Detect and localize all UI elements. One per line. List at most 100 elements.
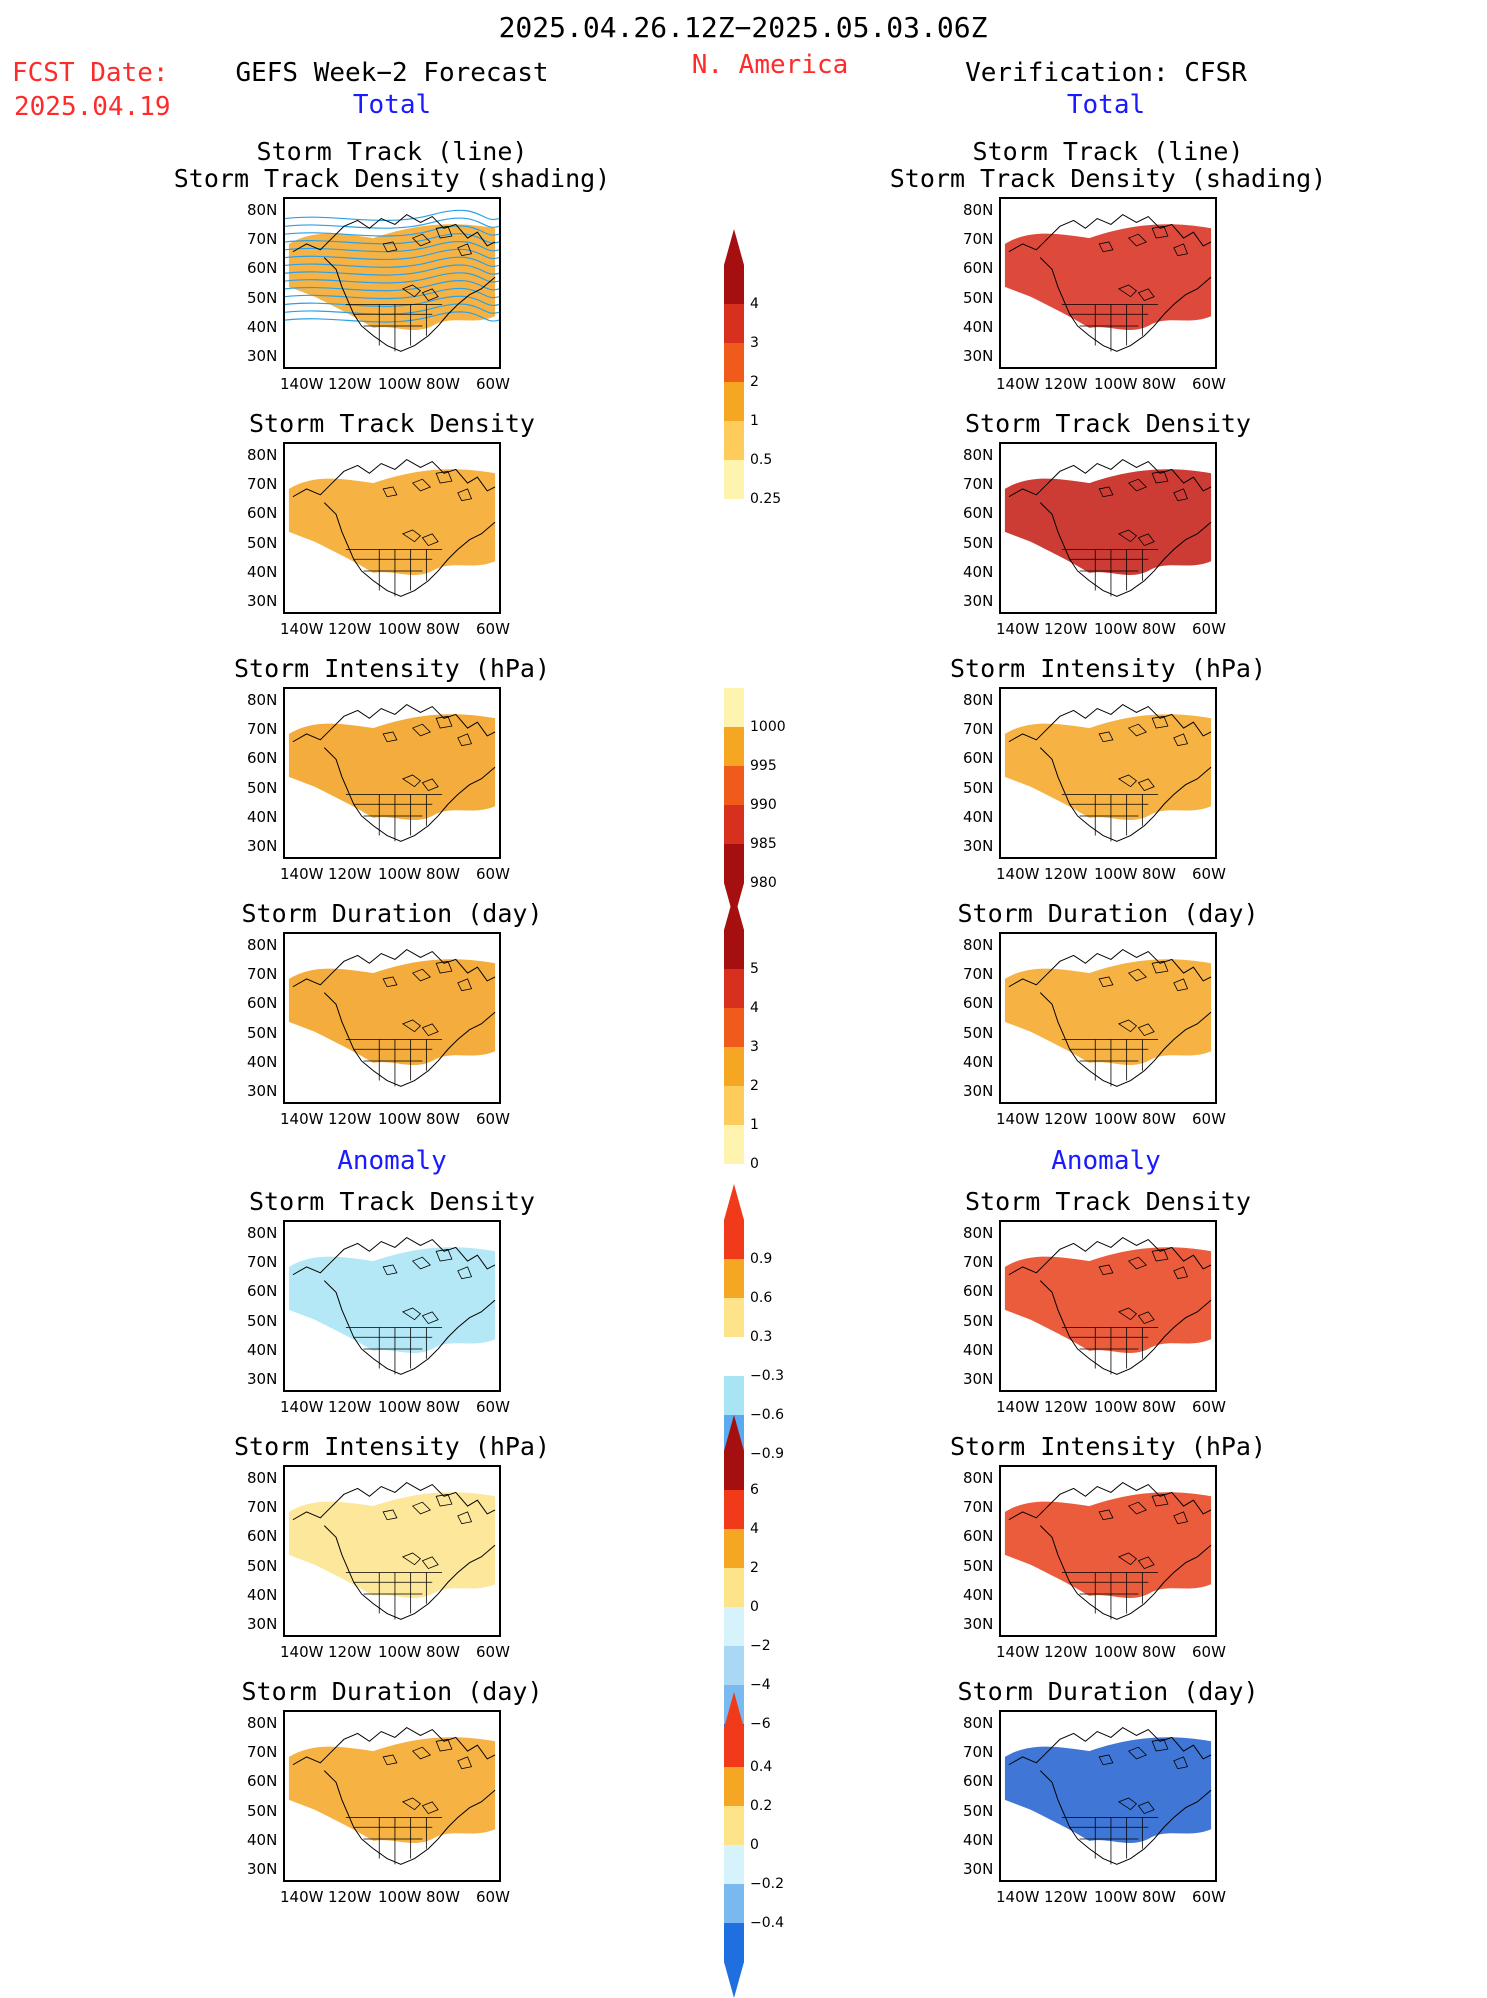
panel-title: Storm Track (line) [972,137,1244,166]
map-frame [999,442,1217,614]
panel-title: Storm Track Density [249,409,535,438]
colorbar-tick-label: 2 [750,1078,759,1094]
colorbar-tick-label: 985 [750,836,777,852]
lon-tick-label: 140W [280,620,324,638]
lon-tick-label: 80W [426,620,460,638]
lon-tick-label: 60W [476,865,510,883]
colorbar-tick-label: 3 [750,1039,759,1055]
shading-region [288,959,496,1065]
coastline [323,1525,496,1620]
lat-tick-label: 40N [247,563,278,581]
lat-tick-label: 40N [247,318,278,336]
shading-region [1004,224,1212,330]
lon-tick-label: 80W [1142,1110,1176,1128]
colorbar-segment [724,805,744,844]
lon-tick-label: 100W [378,1110,422,1128]
left-column-title: GEFS Week−2 Forecast [235,58,549,88]
lakes [1117,1797,1155,1815]
colorbar-segment [724,382,744,421]
colorbar-tick-label: 0.4 [750,1759,773,1775]
fcst-date-label: FCST Date: [12,58,169,88]
lat-tick-label: 80N [247,691,278,709]
state-borders [1061,1572,1159,1620]
lon-tick-label: 100W [378,1398,422,1416]
panel-title: Storm Track (line) [256,137,528,166]
colorbar-segment [724,1337,744,1376]
lon-tick-label: 100W [1094,1888,1138,1906]
map-frame [283,442,501,614]
state-borders [1061,1817,1159,1865]
right-column-title: Verification: CFSR [965,58,1247,88]
coastline [323,502,496,597]
lat-tick-label: 70N [963,230,994,248]
coastline [323,992,496,1087]
lon-tick-label: 140W [280,1643,324,1661]
lat-tick-label: 70N [247,475,278,493]
lon-tick-label: 120W [1044,1110,1088,1128]
state-borders [345,549,443,597]
lat-tick-label: 30N [963,1370,994,1388]
lon-tick-label: 120W [328,620,372,638]
lat-tick-label: 60N [247,994,278,1012]
state-borders [1061,549,1159,597]
lat-tick-label: 60N [963,749,994,767]
right-anomaly-label: Anomaly [1051,1146,1161,1176]
lon-tick-label: 120W [1044,375,1088,393]
map-frame [283,1465,501,1637]
shading-region [1004,1737,1212,1843]
coastline [1008,1237,1212,1276]
colorbar-segment [724,930,744,969]
lat-tick-label: 60N [963,994,994,1012]
colorbar-tick-label: 0.2 [750,1798,773,1814]
coastline [1008,459,1212,498]
map-frame [283,932,501,1104]
lakes [1117,774,1155,792]
shading-region [1004,959,1212,1065]
islands [1098,1493,1189,1525]
lakes [1117,1552,1155,1570]
lat-tick-label: 50N [963,534,994,552]
colorbar-tick-label: 4 [750,1521,759,1537]
lat-tick-label: 30N [963,592,994,610]
lat-tick-label: 60N [963,1527,994,1545]
lon-tick-label: 60W [476,1643,510,1661]
colorbar-tick-label: 990 [750,797,777,813]
lon-tick-label: 120W [328,1110,372,1128]
lat-tick-label: 40N [963,808,994,826]
coastline [323,747,496,842]
lat-tick-label: 70N [963,720,994,738]
colorbar-segment [724,1646,744,1685]
lat-tick-label: 50N [247,1312,278,1330]
lon-tick-label: 100W [1094,865,1138,883]
panel-subtitle: Storm Track Density (shading) [889,164,1327,193]
state-borders [345,1327,443,1375]
panel-title: Storm Intensity (hPa) [949,1432,1267,1461]
lat-tick-label: 40N [963,1341,994,1359]
lat-tick-label: 60N [963,1772,994,1790]
colorbar-segment [724,1845,744,1884]
storm-track-line [285,256,499,268]
lat-tick-label: 60N [963,259,994,277]
storm-track-line [285,217,499,229]
lat-tick-label: 70N [247,1498,278,1516]
state-borders [1061,794,1159,842]
lat-tick-label: 70N [247,230,278,248]
coastline [292,214,496,253]
lon-tick-label: 60W [1192,1888,1226,1906]
lon-tick-label: 140W [996,1110,1040,1128]
colorbar-arrow-top [724,894,744,930]
colorbar-segment [724,1728,744,1767]
colorbar-segment [724,265,744,304]
lat-tick-label: 60N [247,259,278,277]
islands [382,470,473,502]
lat-tick-label: 80N [963,1469,994,1487]
lat-tick-label: 40N [247,1053,278,1071]
lon-tick-label: 100W [378,375,422,393]
shading-region [288,1247,496,1353]
colorbar-segment [724,1451,744,1490]
state-borders [345,304,443,352]
lat-tick-label: 30N [963,837,994,855]
state-borders [345,1572,443,1620]
lon-tick-label: 80W [426,1398,460,1416]
storm-track-line [285,233,499,245]
